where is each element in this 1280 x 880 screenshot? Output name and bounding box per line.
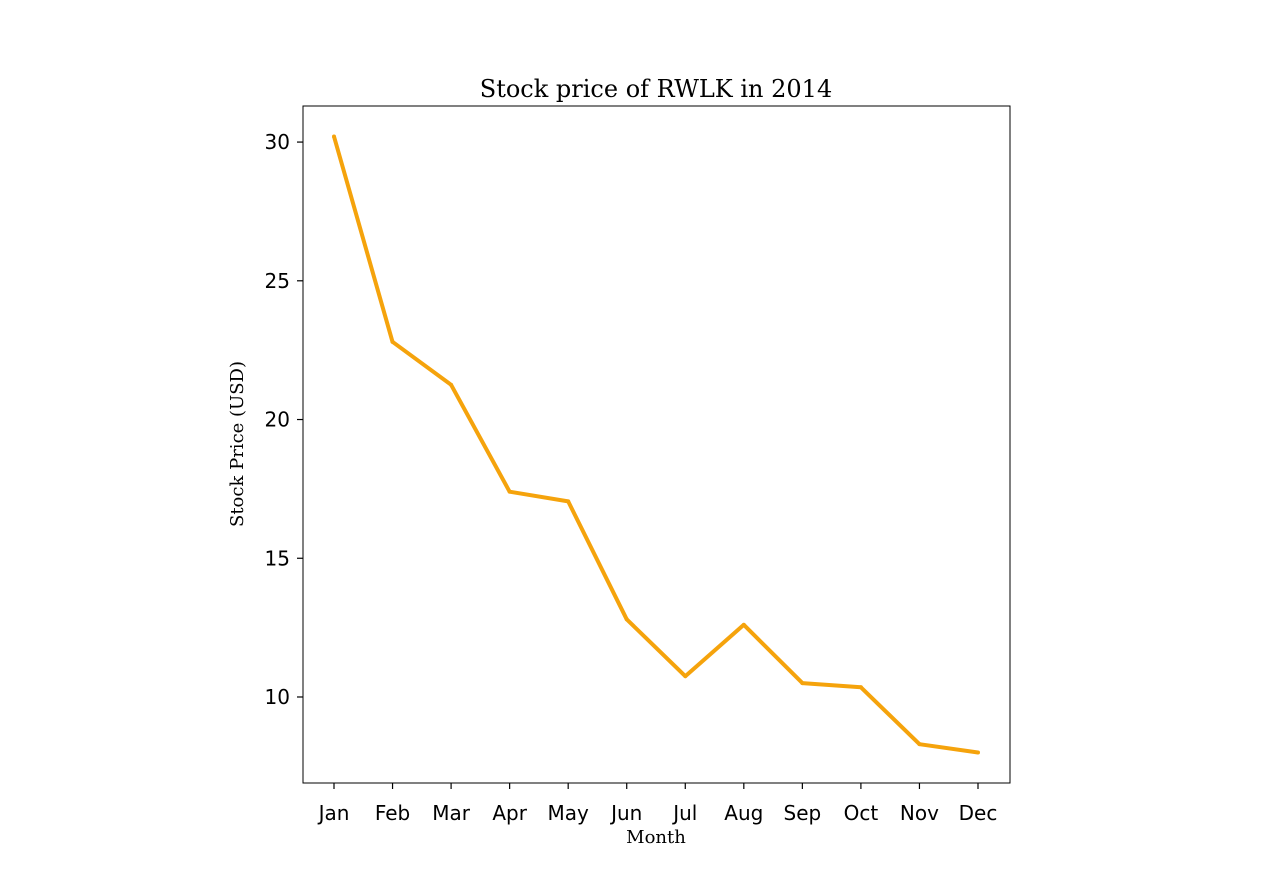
x-axis-label: Month (626, 827, 686, 848)
y-tick-label: 25 (265, 269, 290, 293)
x-tick-label: Jun (609, 801, 642, 825)
x-tick-label: Apr (492, 801, 527, 825)
x-tick-label: Sep (784, 801, 822, 825)
data-point (800, 681, 805, 686)
x-tick-label: May (548, 801, 590, 825)
y-tick-label: 20 (265, 408, 290, 432)
y-tick-label: 15 (265, 546, 290, 570)
data-point (858, 685, 863, 690)
data-point (332, 134, 336, 139)
y-tick-label: 10 (265, 685, 290, 709)
y-axis: 10 15 20 25 30 (265, 130, 303, 709)
x-tick-label: Jul (671, 801, 697, 825)
series-layer (332, 134, 980, 755)
x-tick-label: Nov (900, 801, 939, 825)
data-point (390, 339, 395, 344)
x-tick-label: Aug (724, 801, 763, 825)
data-point (507, 489, 512, 494)
x-tick-label: Dec (959, 801, 998, 825)
chart-title: Stock price of RWLK in 2014 (480, 75, 832, 103)
x-tick-label: Oct (844, 801, 879, 825)
series-line (332, 135, 979, 755)
data-point (624, 617, 629, 622)
x-axis: Jan Feb Mar Apr May Jun Jul Aug Sep Oct Nov Dec (317, 783, 998, 825)
y-tick-label: 30 (265, 130, 290, 154)
x-tick-label: Jan (317, 801, 350, 825)
data-point (741, 622, 746, 627)
data-point (449, 382, 454, 387)
plot-area-frame (302, 105, 1011, 784)
data-point (683, 674, 688, 679)
x-tick-label: Feb (375, 801, 410, 825)
data-point (976, 750, 980, 755)
y-axis-label: Stock Price (USD) (227, 361, 248, 527)
x-tick-label: Mar (432, 801, 471, 825)
data-point (566, 499, 571, 504)
data-point (917, 742, 922, 747)
